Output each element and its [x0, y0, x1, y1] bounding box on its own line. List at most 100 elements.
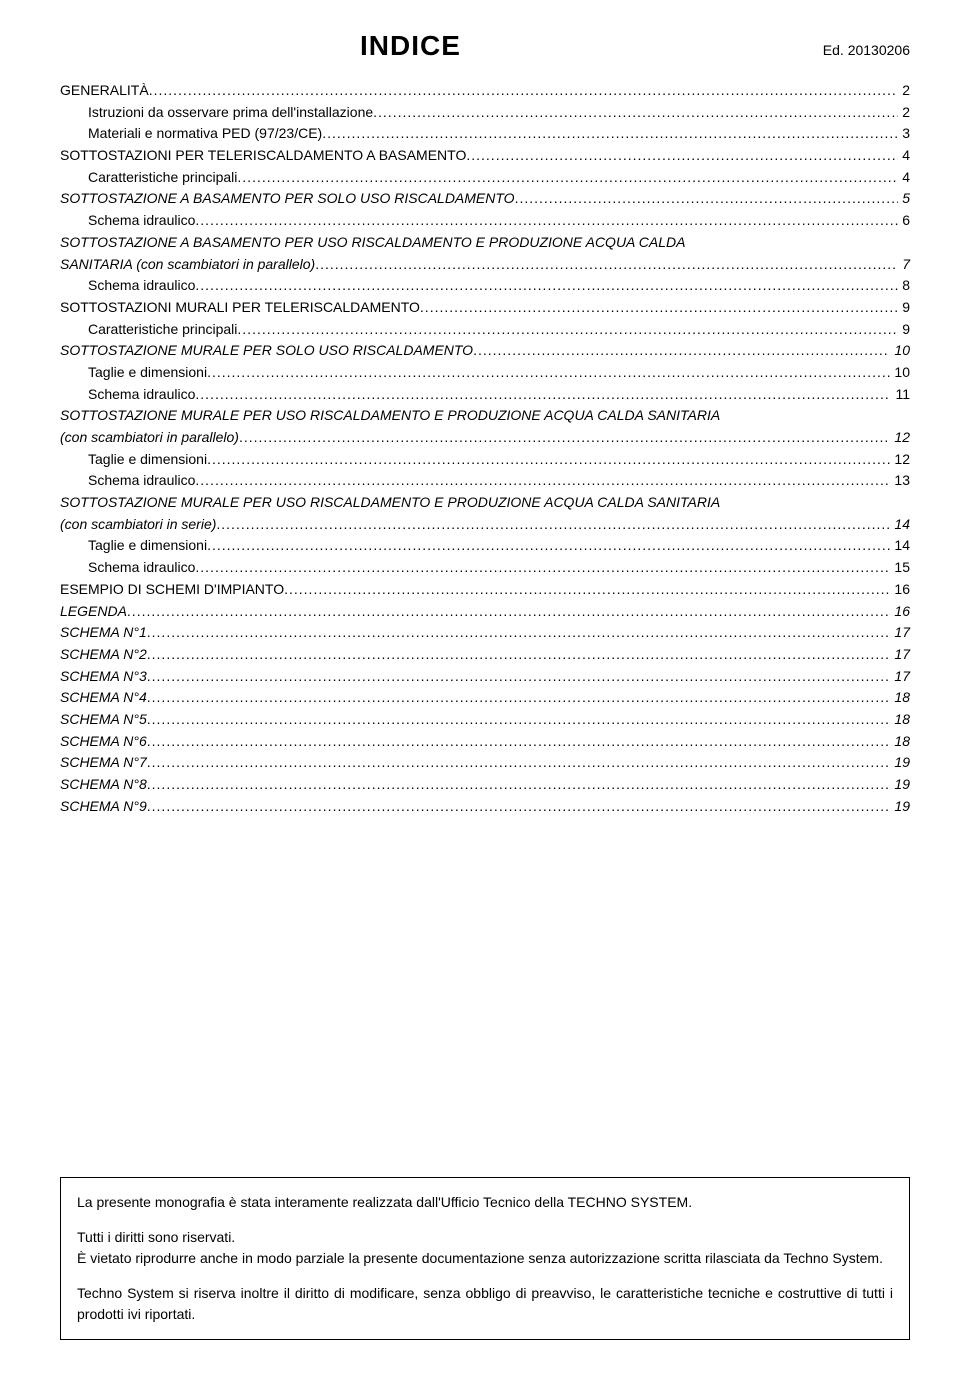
toc-leader: [147, 622, 891, 644]
toc-label: SOTTOSTAZIONE A BASAMENTO PER USO RISCAL…: [60, 232, 685, 254]
toc-page-number: 17: [890, 644, 910, 666]
toc-leader: [127, 601, 891, 623]
toc-row: Caratteristiche principali 9: [60, 319, 910, 341]
toc-leader: [147, 796, 891, 818]
toc-label: Caratteristiche principali: [88, 319, 237, 341]
toc-label: LEGENDA: [60, 601, 127, 623]
toc-label: ESEMPIO DI SCHEMI D'IMPIANTO: [60, 579, 284, 601]
toc-label: Materiali e normativa PED (97/23/CE): [88, 123, 322, 145]
footer-paragraph: Tutti i diritti sono riservati. È vietat…: [77, 1227, 893, 1269]
toc-page-number: 10: [890, 340, 910, 362]
page: INDICE Ed. 20130206 GENERALITÀ 2 Istruzion…: [0, 0, 960, 1381]
toc-page-number: 19: [890, 774, 910, 796]
toc-page-number: 12: [890, 427, 910, 449]
footer-paragraph: Techno System si riserva inoltre il diri…: [77, 1283, 893, 1325]
toc-page-number: 3: [898, 123, 910, 145]
toc-page-number: 19: [890, 752, 910, 774]
toc-leader: [147, 666, 891, 688]
footer-paragraph: La presente monografia è stata interamen…: [77, 1192, 893, 1213]
toc-page-number: 17: [890, 622, 910, 644]
toc-leader: [195, 470, 890, 492]
toc-label: Schema idraulico: [88, 210, 195, 232]
toc-row: SCHEMA N°5 18: [60, 709, 910, 731]
toc-row: SOTTOSTAZIONE A BASAMENTO PER SOLO USO R…: [60, 188, 910, 210]
toc-page-number: 9: [898, 319, 910, 341]
toc-row: Materiali e normativa PED (97/23/CE) 3: [60, 123, 910, 145]
toc-label: Schema idraulico: [88, 275, 195, 297]
footer-line: È vietato riprodurre anche in modo parzi…: [77, 1250, 883, 1266]
toc-leader: [147, 774, 891, 796]
toc-label: SCHEMA N°4: [60, 687, 147, 709]
toc-leader: [207, 449, 890, 471]
toc-label: SCHEMA N°1: [60, 622, 147, 644]
toc-page-number: 18: [890, 709, 910, 731]
footer-notice-box: La presente monografia è stata interamen…: [60, 1177, 910, 1340]
toc-page-number: 18: [890, 687, 910, 709]
toc-label: Schema idraulico: [88, 557, 195, 579]
toc-row: ESEMPIO DI SCHEMI D'IMPIANTO16: [60, 579, 910, 601]
toc-label: SOTTOSTAZIONE MURALE PER SOLO USO RISCAL…: [60, 340, 473, 362]
toc-page-number: 2: [898, 102, 910, 124]
toc-row: SOTTOSTAZIONE MURALE PER USO RISCALDAMEN…: [60, 492, 910, 514]
toc-row: Taglie e dimensioni 10: [60, 362, 910, 384]
toc-leader: [147, 709, 891, 731]
footer-line: Tutti i diritti sono riservati.: [77, 1229, 235, 1245]
toc-leader: [466, 145, 898, 167]
toc-label: GENERALITÀ: [60, 80, 149, 102]
toc-page-number: 2: [898, 80, 910, 102]
toc-page-number: 6: [898, 210, 910, 232]
toc-label: Istruzioni da osservare prima dell'insta…: [88, 102, 373, 124]
header-row: INDICE Ed. 20130206: [60, 30, 910, 62]
toc-row: Taglie e dimensioni14: [60, 535, 910, 557]
toc-leader: [420, 297, 898, 319]
toc-leader: [147, 731, 891, 753]
toc-page-number: 7: [898, 254, 910, 276]
toc-label: Taglie e dimensioni: [88, 535, 207, 557]
toc-row: Istruzioni da osservare prima dell'insta…: [60, 102, 910, 124]
toc-leader: [195, 275, 898, 297]
toc-row: Schema idraulico15: [60, 557, 910, 579]
toc-row: Schema idraulico 8: [60, 275, 910, 297]
toc-page-number: 19: [890, 796, 910, 818]
toc-row: SCHEMA N°317: [60, 666, 910, 688]
toc-page-number: 12: [890, 449, 910, 471]
toc-label: SOTTOSTAZIONE MURALE PER USO RISCALDAMEN…: [60, 492, 720, 514]
toc-leader: [322, 123, 898, 145]
toc-leader: [239, 427, 890, 449]
toc-row: SOTTOSTAZIONE MURALE PER USO RISCALDAMEN…: [60, 405, 910, 427]
toc-page-number: 14: [890, 514, 910, 536]
toc-row: SCHEMA N°4 18: [60, 687, 910, 709]
toc-row: SOTTOSTAZIONE MURALE PER SOLO USO RISCAL…: [60, 340, 910, 362]
toc-page-number: 9: [898, 297, 910, 319]
toc-label: SOTTOSTAZIONE MURALE PER USO RISCALDAMEN…: [60, 405, 720, 427]
toc-page-number: 5: [898, 188, 910, 210]
toc-label: SOTTOSTAZIONE A BASAMENTO PER SOLO USO R…: [60, 188, 515, 210]
toc-row: SANITARIA (con scambiatori in parallelo)…: [60, 254, 910, 276]
toc-row: SCHEMA N°819: [60, 774, 910, 796]
toc-row: (con scambiatori in parallelo)12: [60, 427, 910, 449]
toc-row: SCHEMA N°719: [60, 752, 910, 774]
toc-page-number: 8: [898, 275, 910, 297]
toc-row: GENERALITÀ 2: [60, 80, 910, 102]
toc-leader: [207, 362, 890, 384]
toc-row: (con scambiatori in serie)14: [60, 514, 910, 536]
toc-page-number: 10: [890, 362, 910, 384]
toc-label: Schema idraulico: [88, 384, 195, 406]
toc-row: SCHEMA N°1 17: [60, 622, 910, 644]
toc-label: SCHEMA N°5: [60, 709, 147, 731]
toc-leader: [147, 752, 891, 774]
toc-row: SOTTOSTAZIONI PER TELERISCALDAMENTO A BA…: [60, 145, 910, 167]
toc-label: Taglie e dimensioni: [88, 362, 207, 384]
toc-label: SCHEMA N°3: [60, 666, 147, 688]
toc-label: SCHEMA N°2: [60, 644, 147, 666]
toc-row: Schema idraulico13: [60, 470, 910, 492]
toc-page-number: 4: [898, 167, 910, 189]
toc-label: Caratteristiche principali: [88, 167, 237, 189]
toc-page-number: 13: [890, 470, 910, 492]
toc-row: Schema idraulico11: [60, 384, 910, 406]
toc-label: SANITARIA (con scambiatori in parallelo): [60, 254, 315, 276]
toc-row: SOTTOSTAZIONE A BASAMENTO PER USO RISCAL…: [60, 232, 910, 254]
toc-leader: [315, 254, 898, 276]
toc-leader: [284, 579, 890, 601]
table-of-contents: GENERALITÀ 2 Istruzioni da osservare prima…: [60, 80, 910, 817]
